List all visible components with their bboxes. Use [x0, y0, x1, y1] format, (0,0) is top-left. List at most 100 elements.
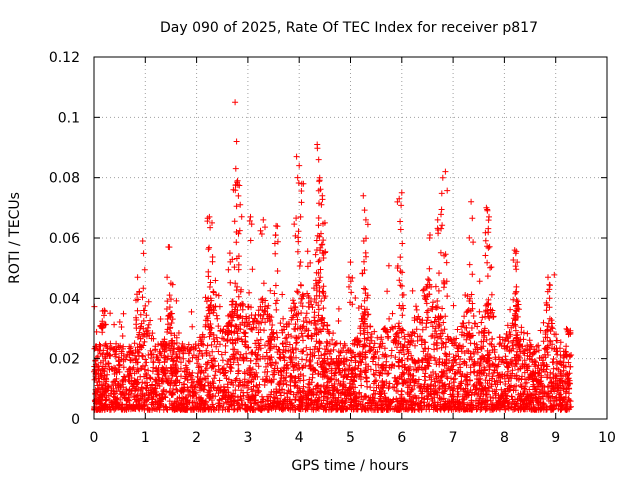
- data-point: [547, 369, 554, 376]
- data-point: [207, 302, 214, 309]
- data-point: [115, 366, 122, 373]
- data-point: [515, 301, 522, 308]
- data-point: [220, 400, 227, 407]
- data-point: [428, 385, 434, 392]
- data-point: [320, 326, 326, 332]
- data-point: [424, 396, 431, 403]
- data-point: [496, 341, 503, 348]
- data-point: [239, 354, 246, 361]
- data-point: [507, 306, 514, 313]
- data-point: [287, 389, 294, 396]
- data-point: [316, 293, 323, 299]
- data-point: [435, 227, 442, 233]
- data-point: [474, 359, 481, 366]
- data-point: [482, 406, 489, 413]
- data-point: [396, 374, 403, 381]
- data-point: [136, 331, 142, 338]
- data-point: [399, 369, 406, 376]
- data-point: [425, 402, 432, 409]
- data-point: [207, 324, 214, 331]
- data-point: [343, 395, 350, 402]
- data-point: [453, 342, 460, 349]
- data-point: [138, 384, 145, 391]
- data-point: [142, 398, 149, 404]
- data-point: [280, 315, 287, 322]
- data-point: [374, 334, 381, 341]
- data-point: [197, 369, 204, 376]
- data-point: [405, 355, 411, 362]
- data-point: [422, 339, 429, 346]
- data-point: [482, 252, 489, 259]
- data-point: [141, 266, 148, 273]
- data-point: [106, 403, 113, 410]
- data-point: [421, 292, 428, 299]
- data-point: [329, 403, 336, 410]
- data-point: [197, 363, 204, 370]
- data-point: [273, 403, 280, 410]
- data-point: [177, 387, 184, 394]
- data-point: [273, 388, 280, 395]
- data-point: [134, 274, 141, 281]
- data-point: [237, 302, 244, 309]
- data-point: [510, 387, 517, 394]
- data-point: [467, 377, 473, 384]
- data-point: [486, 362, 493, 369]
- data-point: [210, 363, 216, 370]
- data-point: [438, 211, 444, 218]
- data-point: [275, 346, 282, 353]
- data-point: [173, 386, 180, 393]
- data-point: [506, 347, 513, 353]
- data-point: [399, 283, 405, 289]
- data-point: [286, 354, 293, 361]
- data-point: [447, 385, 453, 392]
- data-point: [115, 357, 122, 364]
- data-point: [198, 368, 205, 375]
- data-point: [321, 360, 328, 367]
- data-point: [524, 363, 531, 370]
- data-point: [557, 377, 564, 384]
- data-point: [149, 330, 156, 337]
- data-point: [546, 295, 553, 302]
- y-axis-label: ROTI / TECUs: [7, 192, 23, 284]
- data-point: [462, 292, 469, 298]
- data-point: [256, 342, 263, 349]
- data-point: [320, 283, 327, 290]
- data-point: [231, 346, 238, 353]
- data-point: [521, 357, 528, 364]
- data-point: [177, 406, 184, 413]
- data-point: [422, 295, 429, 302]
- data-point: [235, 361, 242, 368]
- data-point: [511, 354, 518, 361]
- data-point: [425, 276, 431, 283]
- data-point: [485, 302, 492, 308]
- data-point: [315, 306, 322, 313]
- data-point: [325, 375, 332, 382]
- data-point: [379, 401, 386, 408]
- data-point: [111, 351, 118, 358]
- data-point: [172, 378, 179, 385]
- data-point: [316, 257, 323, 264]
- data-point: [233, 239, 240, 246]
- data-point: [312, 343, 319, 350]
- data-point: [225, 327, 231, 334]
- data-point: [425, 314, 431, 321]
- data-point: [186, 399, 193, 406]
- ticks: [93, 56, 608, 420]
- data-point: [563, 349, 569, 355]
- data-point: [546, 393, 553, 399]
- data-point: [291, 404, 298, 410]
- data-point: [168, 338, 175, 344]
- data-point: [294, 389, 300, 396]
- data-point: [209, 379, 216, 385]
- data-point: [346, 385, 353, 392]
- data-point: [315, 302, 322, 309]
- data-point: [215, 384, 222, 391]
- data-point: [254, 352, 261, 359]
- data-point: [218, 351, 225, 358]
- data-point: [450, 302, 457, 309]
- data-point: [385, 370, 392, 377]
- data-point: [213, 312, 220, 319]
- data-point: [409, 386, 416, 393]
- data-point: [264, 353, 271, 360]
- data-point: [102, 308, 108, 315]
